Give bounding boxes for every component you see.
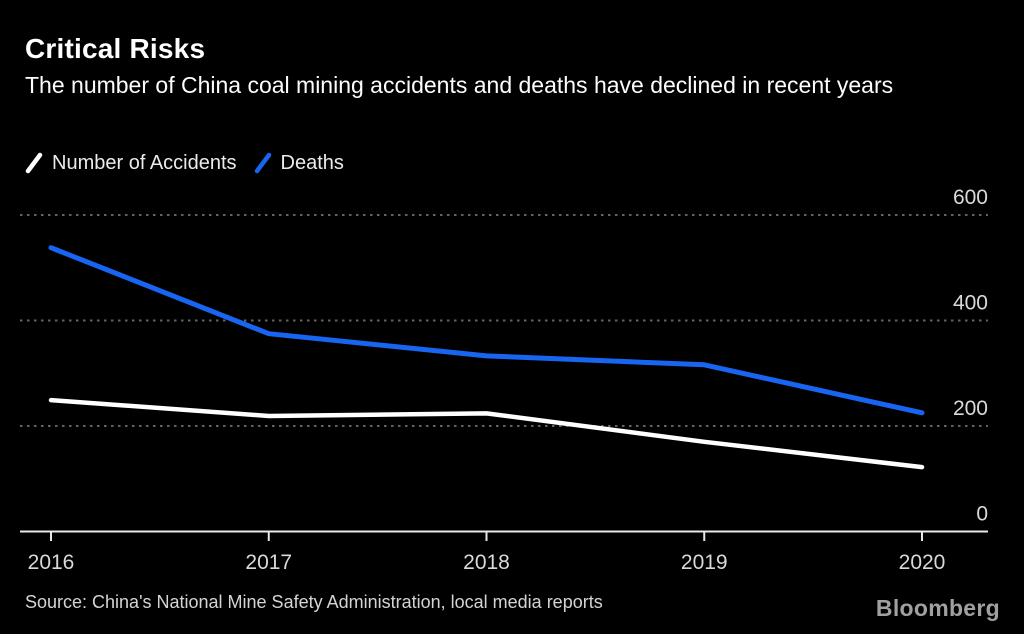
chart-subtitle: The number of China coal mining accident… bbox=[25, 72, 894, 98]
chart-title: Critical Risks bbox=[25, 33, 206, 64]
series-line-deaths bbox=[48, 245, 925, 416]
series-line-number-of-accidents bbox=[48, 397, 925, 470]
y-axis-label-0: 0 bbox=[976, 503, 988, 526]
legend: Number of Accidents Deaths bbox=[25, 151, 344, 175]
y-axis-label-600: 600 bbox=[953, 186, 988, 209]
legend-label-accidents: Number of Accidents bbox=[52, 151, 237, 174]
bloomberg-logo: Bloomberg bbox=[875, 595, 1000, 621]
y-axis-label-400: 400 bbox=[953, 292, 988, 315]
legend-label-deaths: Deaths bbox=[280, 151, 344, 174]
y-axis-label-200: 200 bbox=[953, 397, 988, 420]
deaths-line-key-icon bbox=[254, 152, 271, 174]
x-axis-label-2016: 2016 bbox=[28, 551, 75, 574]
source-note: Source: China's National Mine Safety Adm… bbox=[25, 592, 603, 612]
x-axis-label-2019: 2019 bbox=[681, 551, 728, 574]
x-axis-label-2020: 2020 bbox=[899, 551, 946, 574]
x-axis-label-2017: 2017 bbox=[245, 551, 292, 574]
legend-item-deaths: Deaths bbox=[254, 151, 344, 175]
legend-item-accidents: Number of Accidents bbox=[25, 151, 237, 175]
accidents-line-key-icon bbox=[25, 152, 43, 174]
x-axis-label-2018: 2018 bbox=[463, 551, 510, 574]
